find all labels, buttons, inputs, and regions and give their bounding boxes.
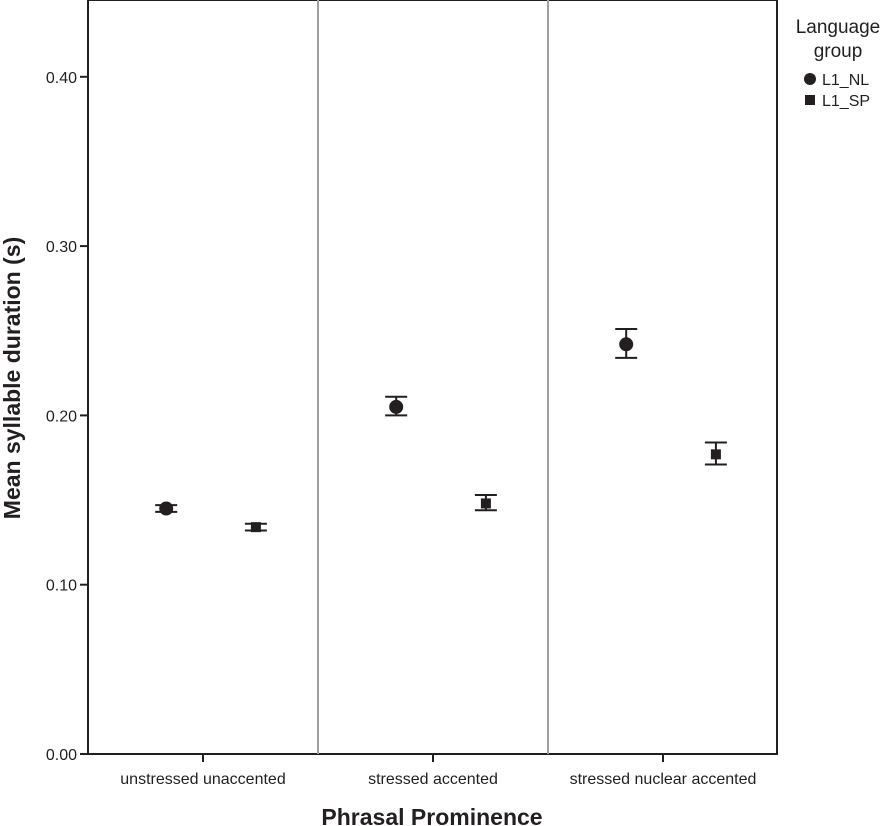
point-group-l1-nl-2	[615, 328, 638, 359]
plot-frame	[87, 0, 778, 755]
y-tick-label-0: 0.00	[46, 747, 77, 764]
x-tick-label-0: unstressed unaccented	[120, 771, 285, 788]
point-l1-sp-2	[710, 449, 721, 460]
y-tick-label-2: 0.20	[46, 408, 77, 425]
legend-title-line-1: Language	[796, 17, 881, 38]
data-marks	[155, 328, 727, 533]
x-axis: unstressed unaccented stressed accented st…	[120, 754, 756, 788]
point-l1-sp-1	[480, 498, 491, 509]
point-l1-nl-0	[159, 501, 174, 516]
point-group-l1-nl-0	[155, 501, 178, 516]
legend-title-line-2: group	[814, 41, 863, 62]
x-axis-title: Phrasal Prominence	[321, 804, 542, 826]
point-l1-sp-0	[250, 522, 261, 533]
point-group-l1-nl-1	[385, 395, 408, 417]
legend-label-l1-sp: L1_SP	[822, 93, 870, 110]
y-tick-label-1: 0.10	[46, 578, 77, 595]
point-group-l1-sp-1	[474, 493, 497, 512]
legend-label-l1-nl: L1_NL	[822, 72, 869, 89]
y-axis: 0.00 0.10 0.20 0.30 0.40	[46, 70, 88, 764]
point-l1-nl-2	[619, 337, 634, 352]
point-l1-nl-1	[389, 399, 404, 414]
y-tick-label-4: 0.40	[46, 70, 77, 87]
legend-marker-square	[805, 95, 815, 105]
y-axis-title: Mean syllable duration (s)	[0, 237, 25, 519]
y-tick-label-3: 0.30	[46, 239, 77, 256]
point-group-l1-sp-0	[244, 522, 267, 533]
legend: Language group L1_NL L1_SP	[796, 17, 881, 110]
legend-marker-circle	[804, 73, 816, 85]
point-group-l1-sp-2	[704, 441, 727, 466]
x-tick-label-2: stressed nuclear accented	[570, 771, 757, 788]
x-tick-label-1: stressed accented	[368, 771, 498, 788]
